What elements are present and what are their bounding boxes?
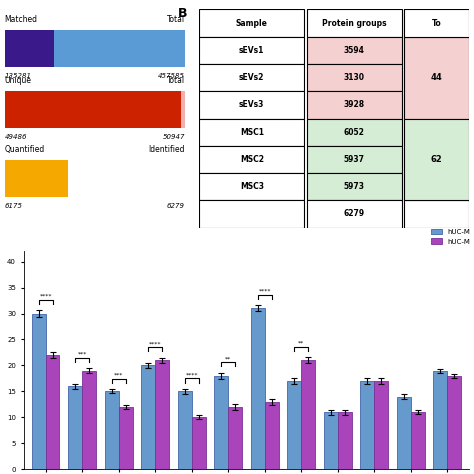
Text: MSC1: MSC1 [240,128,264,137]
Bar [199,146,304,173]
Bar [199,9,304,37]
Bar [301,360,315,469]
Bar [447,376,461,469]
Text: 5973: 5973 [344,182,365,191]
Text: Unique: Unique [5,76,32,85]
Text: **: ** [225,356,231,361]
Text: To: To [432,18,442,27]
Bar [404,146,469,173]
Text: 44: 44 [431,73,443,82]
Text: Total: Total [167,15,185,24]
Text: Matched: Matched [5,15,38,24]
Bar [191,417,206,469]
Text: 49486: 49486 [5,134,27,140]
Bar [5,30,185,66]
Text: **: ** [298,341,304,346]
Bar [404,37,469,118]
Text: ***: *** [114,373,123,378]
Text: Protein groups: Protein groups [322,18,387,27]
Bar [5,30,54,66]
Bar [404,118,469,146]
Bar [199,91,304,118]
Text: sEVs2: sEVs2 [239,73,264,82]
Text: 5937: 5937 [344,155,365,164]
Bar [178,392,191,469]
Bar [360,381,374,469]
Bar [199,64,304,91]
Bar [287,381,301,469]
Text: 6052: 6052 [344,128,365,137]
Text: 6175: 6175 [5,203,23,209]
Bar [82,371,96,469]
Text: ****: **** [258,289,271,294]
Bar [338,412,352,469]
Text: sEVs3: sEVs3 [239,100,264,109]
Bar [411,412,425,469]
Bar [105,392,118,469]
Bar [307,118,401,146]
Text: 50947: 50947 [163,134,185,140]
Bar [5,160,68,197]
Bar [404,9,469,37]
Bar [228,407,242,469]
Bar [404,37,469,64]
Bar [307,173,401,200]
Text: MSC2: MSC2 [240,155,264,164]
Bar [307,9,401,37]
Bar [5,91,185,128]
Bar [68,386,82,469]
Bar [307,146,401,173]
Text: MSC3: MSC3 [240,182,264,191]
Bar [46,355,60,469]
Bar [404,64,469,91]
Text: ****: **** [185,373,198,377]
Text: Quantified: Quantified [5,145,45,154]
Bar [324,412,338,469]
Text: 3130: 3130 [344,73,365,82]
Bar [404,9,469,37]
Bar [404,118,469,200]
Bar [433,371,447,469]
Text: 3928: 3928 [344,100,365,109]
Text: 62: 62 [431,155,443,164]
Bar [199,173,304,200]
Bar [307,200,401,228]
Bar [307,37,401,64]
Text: 135281: 135281 [5,73,32,79]
Text: To: To [432,18,442,27]
Bar [5,91,181,128]
Bar [199,118,304,146]
Bar [199,200,304,228]
Bar [374,381,388,469]
Text: ***: *** [77,352,87,356]
Text: 457585: 457585 [158,73,185,79]
Legend: hUC-M, hUC-M: hUC-M, hUC-M [431,228,470,245]
Text: 3594: 3594 [344,46,365,55]
Text: ****: **** [39,294,52,299]
Text: Identified: Identified [148,145,185,154]
Bar [404,200,469,228]
Text: ****: **** [149,341,162,346]
Text: sEVs1: sEVs1 [239,46,264,55]
Bar [307,91,401,118]
Bar [404,173,469,200]
Bar [214,376,228,469]
Bar [307,64,401,91]
Bar [251,308,265,469]
Bar [265,402,279,469]
Bar [141,365,155,469]
Text: Sample: Sample [236,18,268,27]
Text: Total: Total [167,76,185,85]
Bar [404,91,469,118]
Text: 6279: 6279 [344,210,365,219]
Bar [118,407,133,469]
Text: 6279: 6279 [167,203,185,209]
Bar [199,37,304,64]
Text: B: B [177,7,187,20]
Bar [32,313,46,469]
Bar [155,360,169,469]
Bar [397,397,411,469]
